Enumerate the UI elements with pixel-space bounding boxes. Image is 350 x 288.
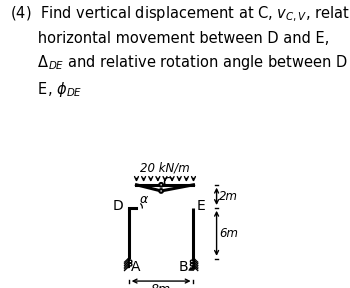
Text: 6m: 6m (219, 227, 238, 240)
Circle shape (129, 260, 132, 263)
Text: E: E (197, 199, 205, 213)
Text: 8m: 8m (151, 283, 171, 288)
Circle shape (190, 260, 193, 263)
Text: 2m: 2m (219, 190, 238, 203)
Circle shape (129, 263, 132, 266)
Circle shape (159, 189, 163, 193)
Text: (4)  Find vertical displacement at C, $v_{C,V}$, relative
      horizontal movem: (4) Find vertical displacement at C, $v_… (10, 5, 350, 99)
Circle shape (159, 183, 163, 187)
Text: C: C (163, 176, 173, 190)
Text: B: B (178, 259, 188, 274)
Circle shape (190, 263, 193, 266)
Text: A: A (131, 259, 141, 274)
Text: D: D (113, 199, 124, 213)
Text: α: α (140, 193, 148, 206)
Text: 20 kN/m: 20 kN/m (140, 161, 190, 174)
